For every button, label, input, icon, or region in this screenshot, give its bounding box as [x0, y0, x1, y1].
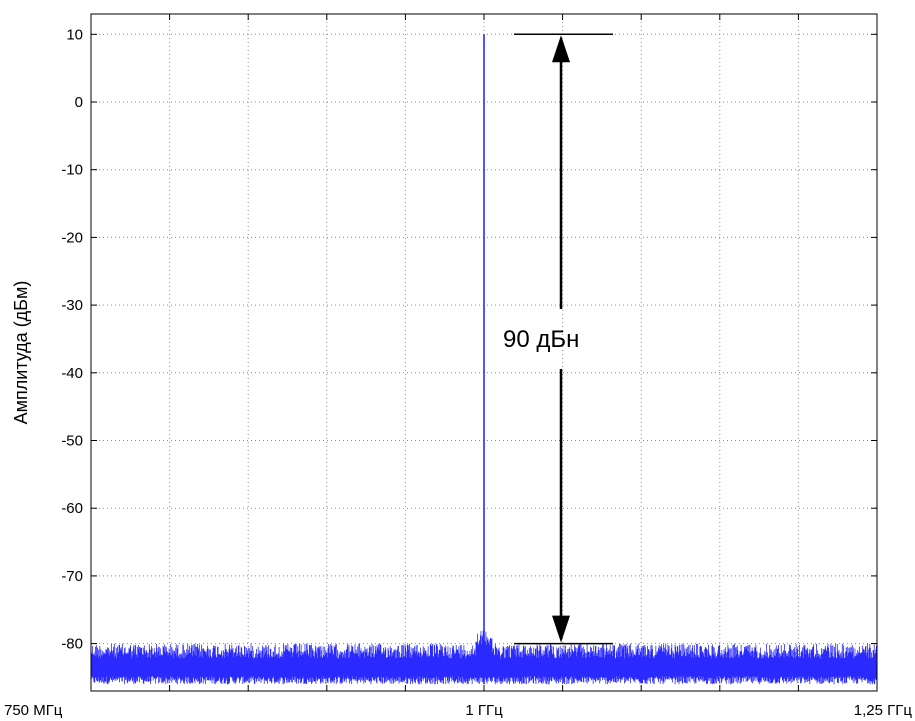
- y-tick-label: -40: [61, 365, 83, 382]
- annotation-arrowhead-up: [552, 35, 570, 63]
- x-tick-label: 750 МГц: [4, 702, 63, 719]
- y-tick-label: -50: [61, 433, 83, 450]
- annotation-arrowhead-down: [552, 615, 570, 643]
- x-tick-label: 1,25 ГГц: [854, 702, 913, 719]
- y-tick-label: 0: [75, 94, 83, 111]
- y-tick-label: 10: [66, 26, 83, 43]
- annotation-label: 90 дБн: [503, 326, 579, 353]
- y-tick-label: -60: [61, 500, 83, 517]
- x-tick-labels: 750 МГц 1 ГГц 1,25 ГГц: [4, 702, 912, 719]
- series-layer: [90, 34, 878, 685]
- y-tick-labels: 10 0 -10 -20 -30 -40 -50 -60 -70 -80: [61, 26, 83, 652]
- tick-marks: [91, 14, 877, 691]
- y-tick-label: -10: [61, 162, 83, 179]
- x-tick-label: 1 ГГц: [465, 702, 503, 719]
- y-tick-label: -70: [61, 568, 83, 585]
- y-tick-label: -20: [61, 229, 83, 246]
- y-axis-label: Амплитуда (дБм): [11, 281, 31, 425]
- y-tick-label: -80: [61, 636, 83, 653]
- y-tick-label: -30: [61, 297, 83, 314]
- annotation: 90 дБн: [503, 33, 613, 645]
